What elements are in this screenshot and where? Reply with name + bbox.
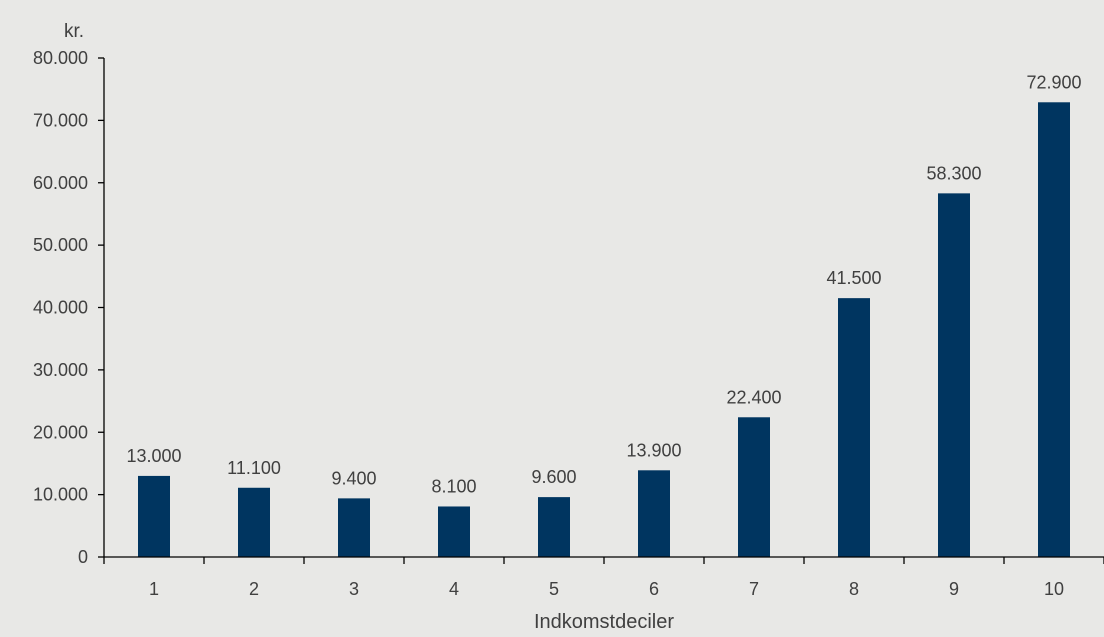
bar — [238, 487, 270, 557]
x-tick-label: 3 — [349, 579, 359, 599]
y-tick-label: 80.000 — [33, 48, 88, 68]
x-tick-label: 9 — [949, 579, 959, 599]
x-tick-label: 10 — [1044, 579, 1064, 599]
y-tick-label: 30.000 — [33, 360, 88, 380]
y-tick-label: 50.000 — [33, 235, 88, 255]
x-tick-label: 4 — [449, 579, 459, 599]
data-label: 9.400 — [331, 468, 376, 488]
x-axis-ticks: 1 2 3 4 5 6 7 8 9 10 — [103, 557, 1104, 599]
data-label: 41.500 — [826, 268, 881, 288]
y-tick-label: 40.000 — [33, 298, 88, 318]
bar — [938, 193, 970, 557]
bars — [138, 102, 1070, 557]
data-label: 11.100 — [227, 458, 281, 478]
y-tick-label: 60.000 — [33, 173, 88, 193]
data-label: 8.100 — [431, 476, 476, 496]
bar — [838, 298, 870, 557]
y-tick-label: 20.000 — [33, 422, 88, 442]
x-axis-title: Indkomstdeciler — [534, 611, 674, 633]
data-label: 13.900 — [626, 440, 681, 460]
bar — [438, 506, 470, 557]
x-tick-label: 1 — [149, 579, 159, 599]
bar — [338, 498, 370, 557]
data-label: 13.000 — [126, 446, 181, 466]
x-tick-label: 6 — [649, 579, 659, 599]
x-tick-label: 7 — [749, 579, 759, 599]
x-tick-label: 8 — [849, 579, 859, 599]
x-tick-label: 5 — [549, 579, 559, 599]
data-label: 72.900 — [1026, 72, 1081, 92]
y-tick-label: 70.000 — [33, 110, 88, 130]
y-axis-ticks: 0 10.000 20.000 30.000 40.000 50.000 60.000 70.… — [33, 48, 104, 567]
bar — [738, 417, 770, 557]
data-label: 22.400 — [726, 387, 781, 407]
x-tick-label: 2 — [249, 579, 259, 599]
data-label: 58.300 — [926, 163, 981, 183]
data-labels: 13.000 11.100 9.400 8.100 9.600 13.900 22.400 4… — [126, 72, 1081, 496]
y-axis-unit-label: kr. — [64, 21, 84, 42]
bar — [638, 470, 670, 557]
y-tick-label: 0 — [78, 547, 88, 567]
bar — [1038, 102, 1070, 557]
y-tick-label: 10.000 — [33, 485, 88, 505]
data-label: 9.600 — [531, 467, 576, 487]
bar — [138, 475, 170, 557]
bar — [538, 497, 570, 557]
